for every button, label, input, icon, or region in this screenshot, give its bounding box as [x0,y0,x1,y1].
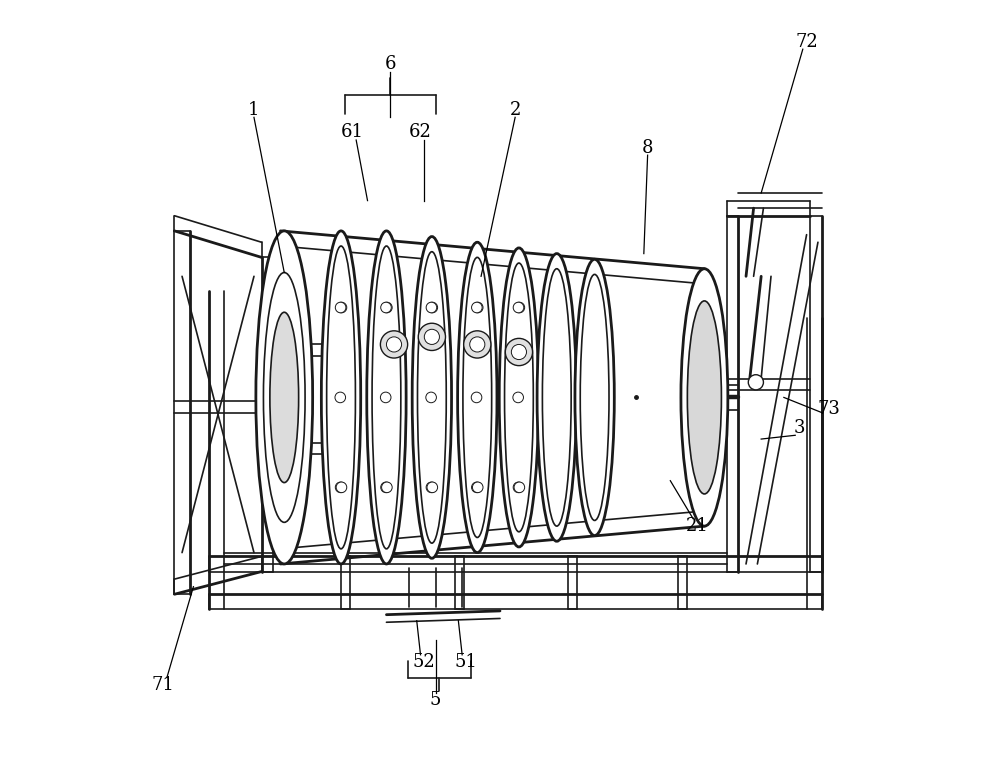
Circle shape [335,392,346,403]
Text: 51: 51 [454,653,477,671]
Circle shape [472,482,483,493]
Circle shape [748,375,763,390]
Ellipse shape [256,231,313,564]
Circle shape [472,482,482,493]
Circle shape [427,302,438,313]
Ellipse shape [580,275,609,521]
Ellipse shape [505,263,533,531]
Circle shape [472,302,483,313]
Ellipse shape [327,246,355,549]
Circle shape [511,344,526,360]
Ellipse shape [263,273,305,522]
Circle shape [381,482,391,493]
Ellipse shape [537,254,576,541]
Circle shape [381,302,391,313]
Circle shape [514,302,525,313]
Circle shape [382,482,392,493]
Text: 62: 62 [409,123,432,142]
Ellipse shape [270,312,299,483]
Text: 52: 52 [413,653,436,671]
Circle shape [380,392,391,403]
Text: 6: 6 [384,55,396,73]
Circle shape [513,392,523,403]
Circle shape [426,302,437,313]
Ellipse shape [412,236,452,559]
Ellipse shape [458,242,497,553]
Circle shape [505,338,533,366]
Circle shape [470,337,485,352]
Circle shape [513,482,524,493]
Circle shape [514,482,525,493]
Ellipse shape [681,269,728,526]
Ellipse shape [463,257,492,537]
Text: 72: 72 [795,33,818,51]
Circle shape [427,482,438,493]
Circle shape [382,302,392,313]
Ellipse shape [367,231,406,564]
Ellipse shape [321,231,361,564]
Circle shape [424,329,439,344]
Text: 2: 2 [509,101,521,119]
Circle shape [336,302,347,313]
Circle shape [336,482,347,493]
Ellipse shape [417,251,446,544]
Circle shape [380,331,408,358]
Text: 5: 5 [430,691,441,709]
Ellipse shape [499,248,539,547]
Circle shape [335,302,346,313]
Text: 21: 21 [685,517,708,535]
Circle shape [471,392,482,403]
Circle shape [472,302,482,313]
Circle shape [335,482,346,493]
Text: 1: 1 [248,101,260,119]
Text: 61: 61 [341,123,364,142]
Text: 8: 8 [642,139,653,157]
Ellipse shape [372,246,401,549]
Ellipse shape [575,259,614,536]
Text: 71: 71 [152,676,175,694]
Ellipse shape [542,269,571,526]
Text: 73: 73 [818,400,841,418]
Ellipse shape [687,301,721,494]
Circle shape [426,392,436,403]
Circle shape [513,302,524,313]
Circle shape [418,323,445,350]
Circle shape [464,331,491,358]
Circle shape [386,337,402,352]
Circle shape [426,482,437,493]
Text: 3: 3 [793,419,805,437]
